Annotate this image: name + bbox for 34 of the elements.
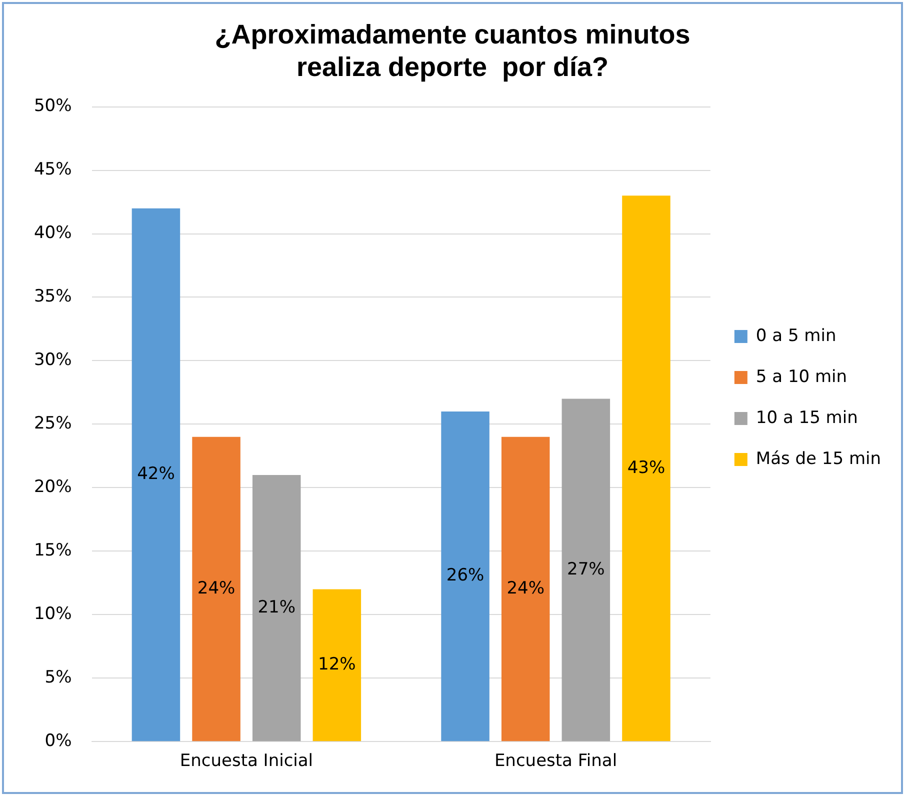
bar bbox=[312, 589, 362, 742]
bar bbox=[622, 196, 670, 742]
y-tick-label: 30% bbox=[34, 350, 72, 370]
chart-title: ¿Aproximadamente cuantos minutos realiza deporte por día? bbox=[214, 20, 690, 82]
bar bbox=[132, 208, 180, 742]
data-label: 42% bbox=[137, 464, 175, 484]
legend-label: 0 a 5 min bbox=[756, 326, 836, 346]
x-tick-label: Encuesta Inicial bbox=[180, 751, 314, 772]
y-tick-label: 50% bbox=[34, 96, 72, 116]
bar bbox=[252, 474, 301, 742]
y-tick-label: 40% bbox=[34, 223, 72, 244]
y-tick-label: 25% bbox=[34, 414, 72, 434]
data-label: 43% bbox=[627, 458, 666, 478]
y-tick-label: 15% bbox=[34, 540, 72, 561]
bar bbox=[501, 436, 550, 742]
data-label: 27% bbox=[567, 559, 605, 580]
data-label: 24% bbox=[506, 578, 544, 598]
legend-label: 10 a 15 min bbox=[756, 408, 858, 428]
legend-label: Más de 15 min bbox=[756, 448, 881, 469]
bar bbox=[192, 436, 240, 742]
y-tick-label: 10% bbox=[34, 604, 72, 624]
legend-label: 5 a 10 min bbox=[756, 366, 848, 387]
y-tick-label: 45% bbox=[34, 160, 72, 180]
x-tick-label: Encuesta Final bbox=[494, 751, 618, 772]
y-tick-label: 0% bbox=[44, 731, 72, 752]
y-tick-label: 5% bbox=[44, 668, 72, 688]
data-label: 26% bbox=[446, 566, 484, 586]
y-tick-label: 35% bbox=[34, 286, 72, 307]
data-label: 21% bbox=[258, 597, 296, 618]
data-label: 12% bbox=[318, 654, 356, 675]
y-tick-label: 20% bbox=[34, 477, 72, 498]
data-label: 24% bbox=[197, 578, 236, 598]
bar bbox=[441, 412, 490, 742]
bar bbox=[562, 398, 610, 742]
